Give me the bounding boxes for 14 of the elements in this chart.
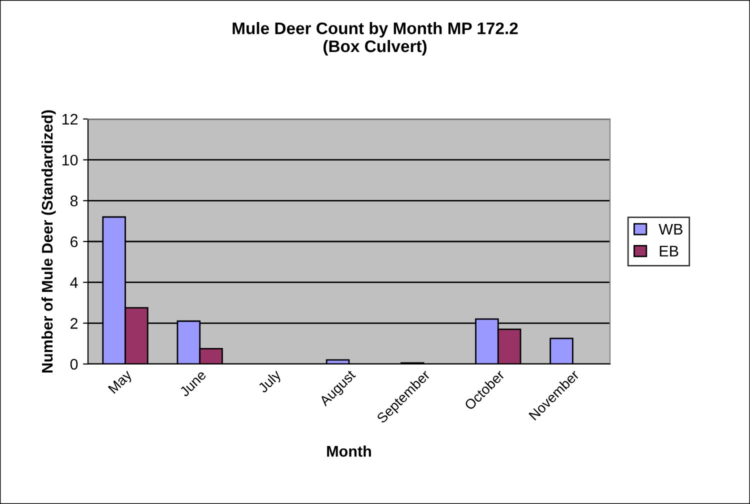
legend-label: EB (660, 246, 678, 256)
y-tick-label: 8 (70, 196, 78, 206)
y-tick-label: 4 (70, 277, 78, 288)
x-tick-label: May (108, 369, 134, 396)
y-tick-label: 10 (62, 154, 78, 166)
x-axis-title: Month (327, 445, 371, 457)
y-axis-title: Number of Mule Deer (Standardized) (41, 110, 56, 372)
x-tick-label: July (257, 368, 284, 396)
legend-label: WB (658, 224, 682, 235)
y-tick-label: 12 (62, 114, 78, 125)
y-tick-label: 6 (70, 236, 78, 248)
y-tick-label: 0 (70, 358, 78, 370)
chart-title: Mule Deer Count by Month MP 172.2 (Box Culvert) (232, 22, 518, 56)
y-tick-label: 2 (70, 318, 78, 329)
